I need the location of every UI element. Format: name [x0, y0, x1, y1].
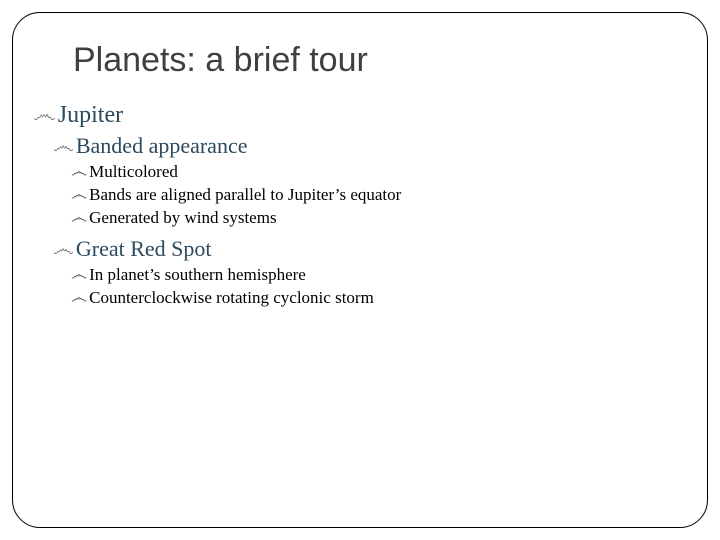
- bullet-l2-text: Banded appearance: [76, 133, 248, 158]
- bullet-level-3: ෴Generated by wind systems: [71, 207, 687, 230]
- bullet-level-3: ෴In planet’s southern hemisphere: [71, 264, 687, 287]
- bullet-flourish-icon: ෴: [71, 208, 87, 227]
- bullet-flourish-icon: ෴: [71, 185, 87, 204]
- bullet-flourish-icon: ෴: [71, 288, 87, 307]
- bullet-l1-text: Jupiter: [58, 102, 123, 128]
- section: ෴Great Red Spot ෴In planet’s southern he…: [33, 236, 687, 310]
- bullet-l3-text: Multicolored: [89, 162, 178, 181]
- bullet-level-3: ෴Multicolored: [71, 161, 687, 184]
- bullet-l3-text: Counterclockwise rotating cyclonic storm: [89, 288, 374, 307]
- bullet-level-2: ෴Banded appearance: [53, 133, 687, 159]
- bullet-level-3: ෴Bands are aligned parallel to Jupiter’s…: [71, 184, 687, 207]
- bullet-flourish-icon: ෴: [33, 102, 56, 128]
- bullet-l2-text: Great Red Spot: [76, 236, 212, 261]
- slide-frame: Planets: a brief tour ෴Jupiter ෴Banded a…: [12, 12, 708, 528]
- bullet-l3-text: In planet’s southern hemisphere: [89, 265, 306, 284]
- slide-title: Planets: a brief tour: [73, 41, 687, 80]
- bullet-flourish-icon: ෴: [71, 162, 87, 181]
- section: ෴Banded appearance ෴Multicolored ෴Bands …: [33, 133, 687, 230]
- bullet-l3-text: Generated by wind systems: [89, 208, 276, 227]
- bullet-flourish-icon: ෴: [71, 265, 87, 284]
- bullet-level-1: ෴Jupiter: [33, 102, 687, 129]
- bullet-flourish-icon: ෴: [53, 133, 74, 158]
- bullet-level-2: ෴Great Red Spot: [53, 236, 687, 262]
- bullet-l3-text: Bands are aligned parallel to Jupiter’s …: [89, 185, 401, 204]
- bullet-level-3: ෴Counterclockwise rotating cyclonic stor…: [71, 287, 687, 310]
- bullet-flourish-icon: ෴: [53, 236, 74, 261]
